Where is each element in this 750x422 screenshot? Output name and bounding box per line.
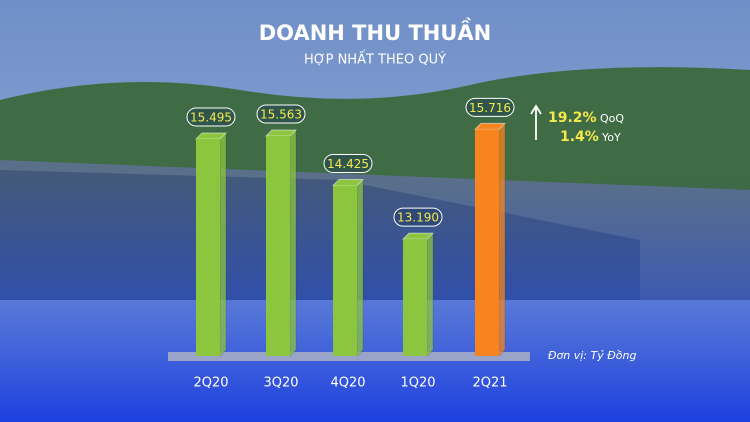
bar	[475, 129, 499, 356]
bar-side	[426, 231, 434, 358]
bar-top	[401, 232, 435, 240]
value-label: 13.190	[397, 211, 439, 225]
x-tick-label: 2Q21	[472, 376, 507, 391]
bar	[266, 135, 290, 356]
bar-side	[356, 178, 364, 358]
value-label: 15.563	[260, 107, 302, 121]
base-platform	[168, 352, 530, 361]
x-tick-label: 2Q20	[193, 376, 228, 391]
unit-note: Đơn vị: Tỷ Đồng	[548, 349, 636, 362]
bar	[196, 138, 220, 356]
bar-side	[289, 128, 297, 358]
qoq-label: QoQ	[600, 112, 624, 125]
value-label-box	[256, 104, 306, 124]
bar-top	[331, 178, 365, 186]
value-label: 15.495	[190, 110, 232, 124]
bar-top	[194, 132, 228, 140]
up-arrow	[530, 104, 542, 140]
x-tick-label: 1Q20	[400, 376, 435, 391]
yoy-value: 1.4%	[560, 129, 599, 145]
value-label: 14.425	[327, 157, 369, 171]
x-tick-label: 3Q20	[263, 376, 298, 391]
value-label: 15.716	[469, 101, 511, 115]
x-tick-label: 4Q20	[330, 376, 365, 391]
overlay	[0, 180, 750, 422]
chart-title: DOANH THU THUẦN	[259, 17, 491, 45]
bar	[403, 239, 427, 356]
bar-top	[473, 122, 507, 130]
value-label-box	[465, 97, 515, 117]
yoy-label: YoY	[601, 131, 621, 144]
bar-top	[264, 129, 298, 137]
value-label-box	[323, 153, 373, 173]
chart-subtitle: HỢP NHẤT THEO QUÝ	[304, 51, 446, 68]
value-label-box	[186, 107, 236, 127]
bar-side	[498, 122, 506, 358]
bar-side	[219, 131, 227, 358]
bar	[333, 185, 357, 356]
value-label-box	[393, 207, 443, 227]
qoq-value: 19.2%	[548, 110, 597, 126]
